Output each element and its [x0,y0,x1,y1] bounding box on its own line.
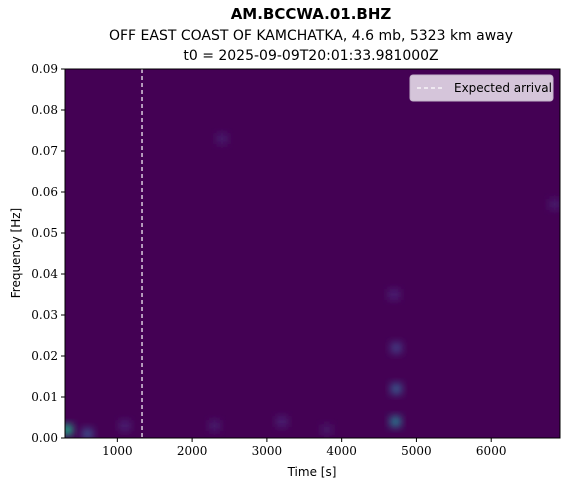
heatmap-cell [549,198,560,210]
x-tick-label: 3000 [252,444,283,458]
heatmap-cell [388,289,400,300]
heatmap-layer [65,133,560,438]
y-tick-label: 0.09 [31,62,58,76]
legend: Expected arrival [409,74,554,102]
heatmap-cell [389,416,401,428]
heatmap-cell [390,383,402,395]
heatmap-cell [390,342,402,354]
heatmap-cell [321,424,333,436]
heatmap-cell [65,424,73,436]
chart-subtitle-time: t0 = 2025-09-09T20:01:33.981000Z [183,48,438,64]
heatmap-cell [209,420,221,432]
y-axis-label: Frequency [Hz] [9,208,23,299]
x-tick-label: 6000 [476,444,507,458]
y-tick-label: 0.04 [31,267,58,281]
chart-title: AM.BCCWA.01.BHZ [231,5,392,23]
x-tick-label: 2000 [177,444,208,458]
x-tick-label: 5000 [401,444,432,458]
y-tick-label: 0.08 [31,103,58,117]
x-axis-label: Time [s] [287,465,337,479]
legend-box [409,74,554,102]
x-axis: 1000 2000 3000 4000 5000 6000 [102,438,506,458]
plot-frame [64,68,561,439]
y-tick-label: 0.06 [31,185,58,199]
chart-subtitle: OFF EAST COAST OF KAMCHATKA, 4.6 mb, 532… [109,28,513,44]
x-tick-label: 4000 [326,444,357,458]
y-tick-label: 0.05 [31,226,58,240]
y-tick-label: 0.01 [31,390,58,404]
plot-background [65,69,560,438]
y-tick-label: 0.07 [31,144,58,158]
legend-label-expected-arrival: Expected arrival [454,81,552,95]
heatmap-cell [276,416,288,428]
heatmap-cell [119,420,131,432]
y-tick-label: 0.02 [31,349,58,363]
heatmap-cell [216,133,228,145]
heatmap-cell [81,428,93,438]
y-tick-label: 0.00 [31,431,58,445]
y-axis: 0.00 0.01 0.02 0.03 0.04 0.05 0.06 0.07 0.08 0.09 [31,62,65,445]
y-tick-label: 0.03 [31,308,58,322]
x-tick-label: 1000 [102,444,133,458]
